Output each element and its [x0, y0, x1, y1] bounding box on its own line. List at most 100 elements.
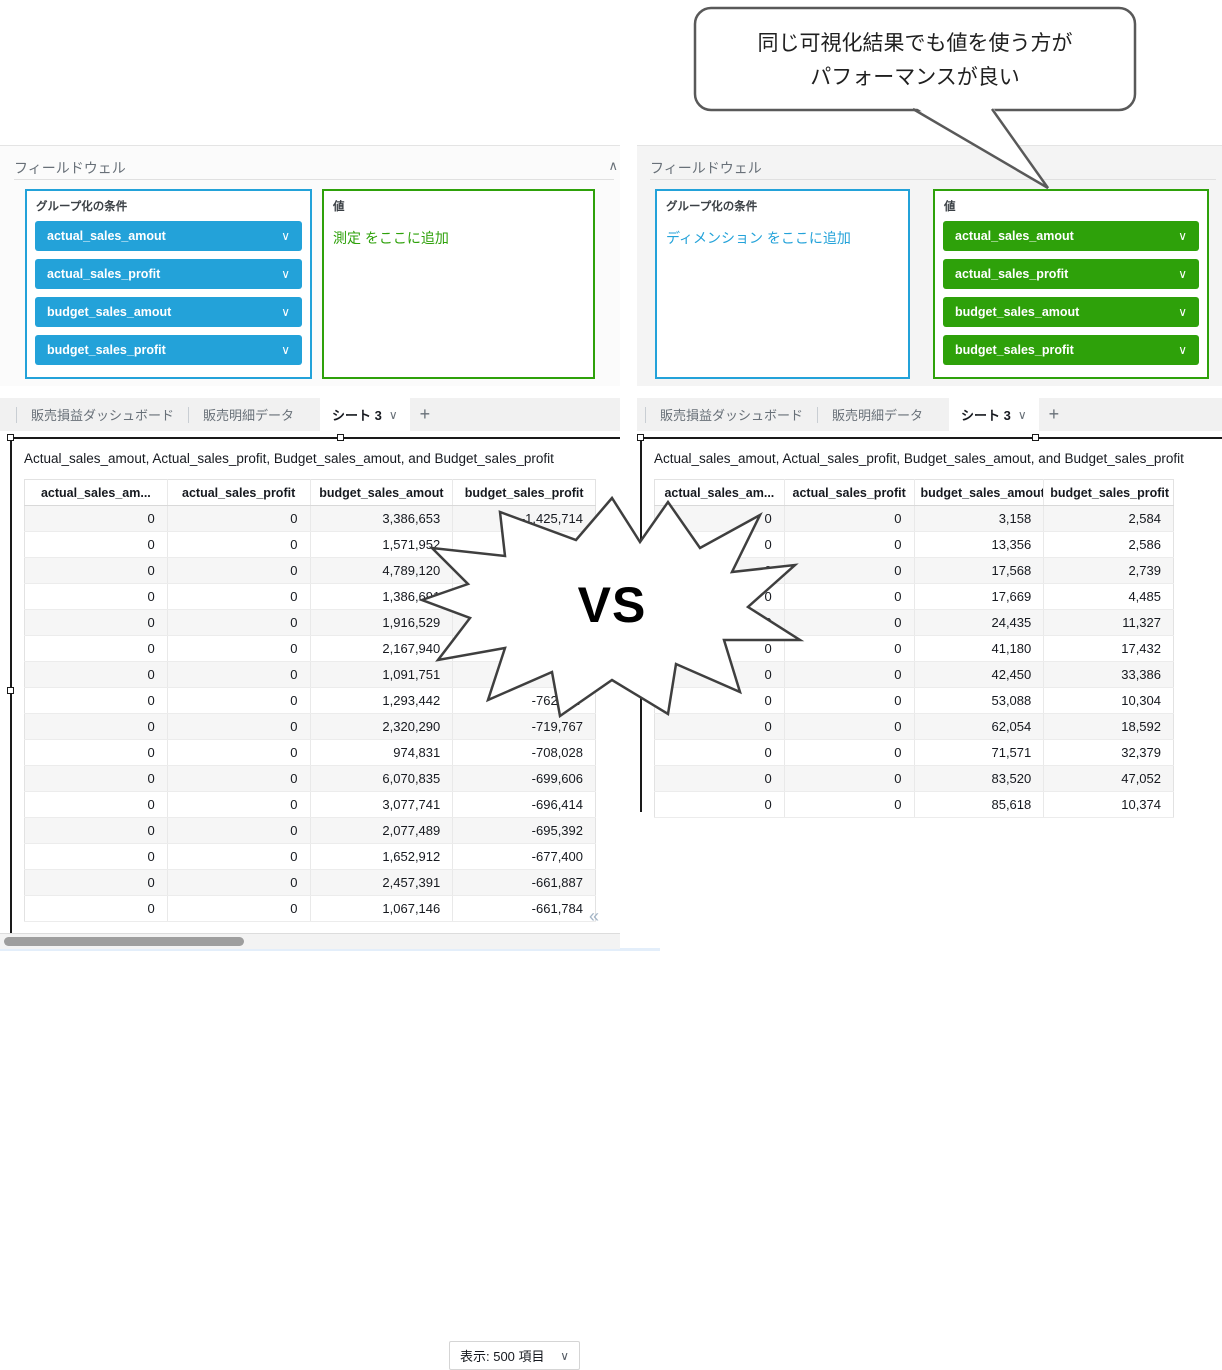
value-label: 値	[333, 201, 345, 213]
add-sheet-button[interactable]: +	[1048, 404, 1060, 424]
resize-handle[interactable]	[7, 434, 14, 441]
value-well[interactable]: 値 actual_sales_amout ∨ actual_sales_prof…	[933, 189, 1209, 379]
group-by-well[interactable]: グループ化の条件 actual_sales_amout ∨ actual_sal…	[25, 189, 312, 379]
table-row: 0 0 24,435 11,327	[654, 609, 1174, 636]
chevron-down-icon[interactable]: ∨	[281, 267, 290, 281]
table-row: 0 0 53,088 10,304	[654, 687, 1174, 714]
chevron-down-icon[interactable]: ∨	[1178, 343, 1187, 357]
table-cell	[452, 557, 596, 584]
column-header[interactable]: actual_sales_am...	[24, 479, 168, 506]
tab-separator	[645, 406, 646, 423]
table-cell: 47,052	[1043, 765, 1174, 792]
table-row: 0 0 1,386,691	[24, 583, 596, 610]
table-cell: 2,739	[1043, 557, 1174, 584]
field-pill[interactable]: budget_sales_profit ∨	[943, 335, 1199, 365]
table-cell: 1,916,529	[309, 609, 453, 636]
field-pill-label: actual_sales_amout	[47, 229, 166, 243]
column-header[interactable]: actual_sales_am...	[654, 479, 785, 506]
pagination-first-icon[interactable]: «	[589, 906, 600, 926]
divider	[650, 179, 1216, 180]
field-pill-label: actual_sales_profit	[955, 267, 1069, 281]
visual-container-right[interactable]: Actual_sales_amout, Actual_sales_profit,…	[640, 437, 1222, 818]
table-cell: 0	[24, 557, 168, 584]
tab-dashboard[interactable]: 販売損益ダッシュボード	[660, 408, 804, 423]
table-cell: 974,831	[309, 739, 453, 766]
table-row: 0 0 13,356 2,586	[654, 531, 1174, 558]
field-pill[interactable]: actual_sales_amout ∨	[35, 221, 302, 251]
table-cell: 0	[654, 609, 785, 636]
resize-handle[interactable]	[7, 687, 14, 694]
table-row: 0 0 2,077,489 -695,392	[24, 817, 596, 844]
table-row: 0 0 2,457,391 -661,887	[24, 869, 596, 896]
table-cell: 0	[166, 765, 310, 792]
tab-sheet3[interactable]: シート 3 ∨	[949, 398, 1039, 431]
table-row: 0 0 1,293,442 -762,587	[24, 687, 596, 714]
table-cell	[452, 609, 596, 636]
column-header[interactable]: budget_sales_profit	[1043, 479, 1174, 506]
field-pill[interactable]: actual_sales_profit ∨	[35, 259, 302, 289]
resize-handle[interactable]	[637, 434, 644, 441]
table-row: 0 0 1,652,912 -677,400	[24, 843, 596, 870]
resize-handle[interactable]	[637, 687, 644, 694]
group-by-pill-list: actual_sales_amout ∨ actual_sales_profit…	[27, 216, 310, 365]
field-well-panel-left: フィールドウェル ∧ グループ化の条件 actual_sales_amout ∨…	[0, 145, 620, 386]
page-size-dropdown[interactable]: 表示: 500 項目 ∨	[449, 1341, 580, 1370]
field-pill[interactable]: budget_sales_profit ∨	[35, 335, 302, 365]
chevron-down-icon[interactable]: ∨	[1017, 407, 1027, 422]
column-header[interactable]: budget_sales_amout	[913, 479, 1044, 506]
table-cell: 1,293,442	[309, 687, 453, 714]
column-header[interactable]: actual_sales_profit	[783, 479, 914, 506]
field-well-panel-right: フィールドウェル グループ化の条件 ディメンション をここに追加 値 actua…	[637, 145, 1222, 386]
table-cell: 2,457,391	[309, 869, 453, 896]
field-pill[interactable]: actual_sales_amout ∨	[943, 221, 1199, 251]
chevron-down-icon[interactable]: ∨	[1178, 267, 1187, 281]
table-cell: 2,077,489	[309, 817, 453, 844]
horizontal-scrollbar[interactable]	[0, 933, 620, 949]
tab-detail-data[interactable]: 販売明細データ	[832, 408, 924, 423]
tab-detail-data[interactable]: 販売明細データ	[203, 408, 295, 423]
table-cell: 0	[654, 791, 785, 818]
column-header[interactable]: budget_sales_profit	[452, 479, 596, 506]
page-edge	[0, 948, 660, 951]
chevron-down-icon[interactable]: ∨	[388, 407, 398, 422]
table-row: 0 0 6,070,835 -699,606	[24, 765, 596, 792]
visual-container-left[interactable]: Actual_sales_amout, Actual_sales_profit,…	[10, 437, 620, 1370]
collapse-chevron-icon[interactable]: ∧	[608, 158, 618, 173]
chevron-down-icon[interactable]: ∨	[281, 305, 290, 319]
tab-dashboard[interactable]: 販売損益ダッシュボード	[31, 408, 175, 423]
resize-handle[interactable]	[337, 434, 344, 441]
table-cell: 0	[654, 687, 785, 714]
field-well-title: フィールドウェル	[650, 160, 762, 176]
chevron-down-icon[interactable]: ∨	[281, 343, 290, 357]
value-well[interactable]: 値 測定 をここに追加	[322, 189, 595, 379]
table-cell: 0	[166, 505, 310, 532]
scrollbar-thumb[interactable]	[4, 937, 244, 946]
tab-sheet3[interactable]: シート 3 ∨	[320, 398, 410, 431]
table-cell: 13,356	[913, 531, 1044, 558]
chevron-down-icon[interactable]: ∨	[281, 229, 290, 243]
table-cell: 3,077,741	[309, 791, 453, 818]
visual-title: Actual_sales_amout, Actual_sales_profit,…	[654, 451, 1184, 466]
table-cell: -708,028	[452, 739, 596, 766]
table-cell: -762,587	[452, 687, 596, 714]
column-header[interactable]: budget_sales_amout	[309, 479, 453, 506]
table-cell: 0	[24, 791, 168, 818]
table-row: 0 0 83,520 47,052	[654, 765, 1174, 792]
table-cell: 62,054	[913, 713, 1044, 740]
table-row: 0 0 1,571,952 -1,37	[24, 531, 596, 558]
column-header[interactable]: actual_sales_profit	[166, 479, 310, 506]
field-pill-label: budget_sales_profit	[47, 343, 166, 357]
field-pill[interactable]: budget_sales_amout ∨	[943, 297, 1199, 327]
field-pill[interactable]: budget_sales_amout ∨	[35, 297, 302, 327]
resize-handle[interactable]	[1032, 434, 1039, 441]
chevron-down-icon[interactable]: ∨	[1178, 229, 1187, 243]
add-sheet-button[interactable]: +	[419, 404, 431, 424]
field-pill[interactable]: actual_sales_profit ∨	[943, 259, 1199, 289]
group-by-well[interactable]: グループ化の条件 ディメンション をここに追加	[655, 189, 910, 379]
chevron-down-icon[interactable]: ∨	[1178, 305, 1187, 319]
value-placeholder: 測定 をここに追加	[333, 230, 449, 246]
table-cell: 0	[24, 713, 168, 740]
table-cell: 0	[783, 505, 914, 532]
tab-sheet3-label: シート 3	[961, 408, 1011, 423]
table-cell: 3,158	[913, 505, 1044, 532]
